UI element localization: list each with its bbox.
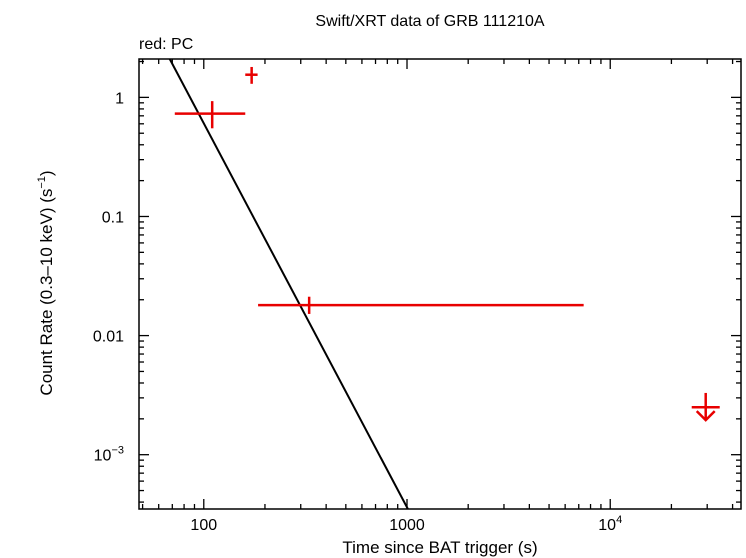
- y-tick-label-text: 10: [94, 448, 112, 465]
- y-tick-label: 1: [115, 90, 124, 107]
- x-tick-label: 104: [598, 514, 622, 534]
- y-tick-label: 10−3: [94, 445, 124, 465]
- x-tick-label-text: 10: [598, 517, 616, 534]
- y-axis-label: Count Rate (0.3–10 keV) (s−1): [36, 170, 56, 395]
- y-tick-label-exponent: −3: [111, 445, 124, 457]
- data-point-2: [174, 101, 246, 129]
- y-tick-label-text: 0.01: [93, 329, 124, 346]
- x-tick-labels: 100 1000 104: [190, 514, 622, 534]
- plot-frame: [138, 58, 742, 510]
- y-axis-label-exponent: −1: [36, 176, 48, 189]
- x-tick-label-text: 1000: [389, 517, 425, 534]
- upper-limits: [691, 392, 720, 422]
- data-point-3: [258, 296, 584, 314]
- chart-title: Swift/XRT data of GRB 111210A: [315, 13, 544, 30]
- upper-limit-1: [691, 392, 720, 422]
- chart-subtitle: red: PC: [139, 36, 193, 53]
- y-axis-label-tail: ): [37, 170, 56, 176]
- y-tick-label: 0.01: [93, 329, 124, 346]
- y-tick-labels: 1 0.1 0.01 10−3: [93, 90, 124, 464]
- x-axis-label: Time since BAT trigger (s): [342, 538, 537, 557]
- upper-limit-arrowhead: [695, 410, 716, 422]
- x-tick-label: 1000: [389, 517, 425, 534]
- x-tick-label-exponent: 4: [616, 514, 622, 526]
- y-tick-label: 0.1: [102, 209, 124, 226]
- plot-content: [168, 58, 720, 510]
- y-tick-label-text: 0.1: [102, 209, 124, 226]
- axis-ticks: [139, 59, 741, 509]
- y-axis-label-main: Count Rate (0.3–10 keV) (s: [37, 189, 56, 396]
- y-tick-label-text: 1: [115, 90, 124, 107]
- data-points: [174, 66, 584, 314]
- x-tick-label: 100: [190, 517, 217, 534]
- fit-line: [168, 58, 409, 510]
- data-point-1: [245, 66, 258, 84]
- x-tick-label-text: 100: [190, 517, 217, 534]
